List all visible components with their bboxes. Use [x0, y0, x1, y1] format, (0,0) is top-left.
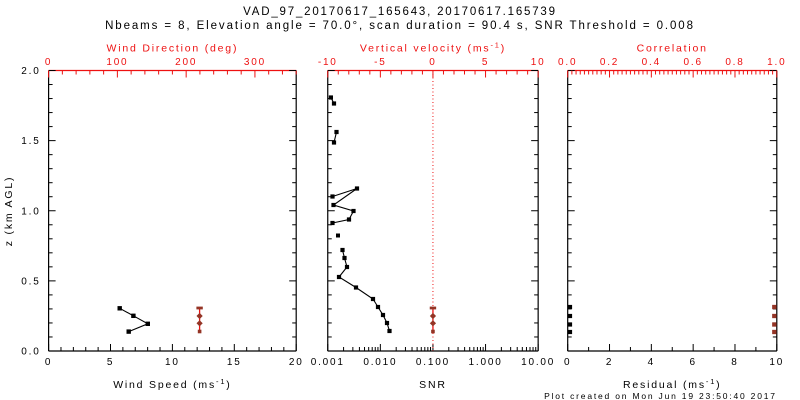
- svg-text:0.0: 0.0: [21, 347, 40, 358]
- svg-text:2: 2: [606, 357, 613, 368]
- svg-text:1.0: 1.0: [767, 57, 786, 68]
- svg-text:0.010: 0.010: [363, 357, 397, 368]
- svg-text:5: 5: [107, 357, 114, 368]
- svg-text:z (km AGL): z (km AGL): [3, 176, 15, 247]
- svg-text:8: 8: [731, 357, 738, 368]
- svg-text:Nbeams = 8, Elevation angle =: Nbeams = 8, Elevation angle = 70.0°, sca…: [105, 20, 695, 32]
- svg-text:Plot created on Mon Jun 19 23:: Plot created on Mon Jun 19 23:50:40 2017: [544, 391, 777, 400]
- svg-text:VAD_97_20170617_165643, 20170: VAD_97_20170617_165643, 20170617.165739: [243, 6, 557, 18]
- svg-text:20: 20: [289, 357, 304, 368]
- svg-text:Wind Speed (ms-1): Wind Speed (ms-1): [113, 377, 231, 391]
- svg-text:0.6: 0.6: [684, 57, 703, 68]
- svg-text:-10: -10: [318, 57, 338, 68]
- svg-text:15: 15: [227, 357, 242, 368]
- svg-text:0.8: 0.8: [725, 57, 744, 68]
- svg-text:0.0: 0.0: [558, 57, 577, 68]
- svg-text:Vertical velocity (ms-1): Vertical velocity (ms-1): [360, 41, 506, 55]
- svg-text:1.5: 1.5: [21, 136, 40, 147]
- svg-text:-5: -5: [374, 57, 387, 68]
- svg-text:10.00: 10.00: [521, 357, 555, 368]
- svg-text:4: 4: [648, 357, 655, 368]
- svg-text:300: 300: [244, 57, 266, 68]
- svg-text:1.000: 1.000: [469, 357, 503, 368]
- svg-text:2.0: 2.0: [21, 66, 40, 77]
- svg-text:1.0: 1.0: [21, 206, 40, 217]
- svg-text:0.5: 0.5: [21, 276, 40, 287]
- svg-text:0.4: 0.4: [642, 57, 661, 68]
- svg-text:0: 0: [564, 357, 571, 368]
- svg-text:Wind Direction (deg): Wind Direction (deg): [107, 43, 239, 55]
- svg-text:0.2: 0.2: [600, 57, 619, 68]
- svg-text:200: 200: [175, 57, 197, 68]
- svg-text:0: 0: [45, 357, 52, 368]
- svg-text:10: 10: [165, 357, 180, 368]
- svg-text:0: 0: [429, 57, 436, 68]
- svg-text:0: 0: [45, 57, 52, 68]
- svg-text:5: 5: [482, 57, 489, 68]
- svg-text:0.001: 0.001: [311, 357, 345, 368]
- svg-text:Correlation: Correlation: [637, 43, 708, 55]
- svg-text:10: 10: [769, 357, 784, 368]
- svg-text:SNR: SNR: [419, 379, 447, 391]
- svg-text:0.100: 0.100: [416, 357, 450, 368]
- svg-text:6: 6: [689, 357, 696, 368]
- svg-text:100: 100: [106, 57, 128, 68]
- svg-text:10: 10: [531, 57, 546, 68]
